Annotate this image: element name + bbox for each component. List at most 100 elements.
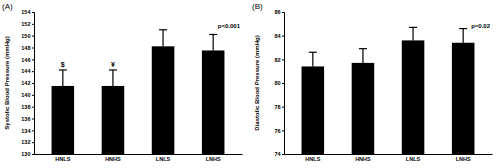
y-axis-title: Systolic Blood Pressure (mmHg)	[4, 36, 10, 129]
y-axis-line	[282, 13, 285, 155]
y-tick-mark	[32, 59, 34, 60]
error-bar-cap	[59, 69, 67, 70]
y-tick-label: 74	[274, 151, 281, 157]
error-bar-cap	[209, 34, 217, 35]
x-tick-label: LNLS	[156, 156, 171, 162]
y-tick-mark	[32, 71, 34, 72]
x-tick: LNHS	[206, 156, 221, 162]
y-tick-label: 152	[21, 21, 30, 27]
y-tick-label: 154	[21, 9, 31, 15]
p-value: p=0.02	[471, 23, 491, 29]
y-tick: 84	[274, 33, 284, 39]
y-tick: 150	[21, 33, 34, 39]
y-tick-label: 84	[274, 33, 281, 39]
plot-area	[52, 30, 225, 154]
error-bar	[109, 70, 117, 86]
y-tick-label: 76	[274, 128, 280, 134]
bar	[152, 46, 175, 154]
y-tick: 146	[21, 57, 34, 63]
x-axis-line	[285, 154, 493, 155]
bar	[352, 63, 375, 154]
y-tick-label: 146	[21, 57, 30, 63]
error-bar-stem	[412, 27, 413, 40]
y-tick: 74	[274, 151, 284, 157]
y-tick: 82	[274, 57, 284, 63]
y-tick-mark	[282, 107, 284, 108]
y-tick: 130	[21, 151, 34, 157]
y-tick-mark	[282, 36, 284, 37]
y-tick: 154	[21, 9, 34, 15]
bar	[202, 50, 225, 154]
y-tick-label: 132	[21, 139, 30, 145]
y-tick-label: 140	[21, 92, 30, 98]
y-tick-mark	[32, 36, 34, 37]
y-axis-line	[32, 13, 35, 155]
x-tick: HNHS	[355, 156, 371, 162]
panel: (A)1301321341361381401421441461481501521…	[2, 2, 243, 162]
y-tick-mark	[282, 154, 284, 155]
y-axis: 74 76 78 80 82 84 86	[274, 9, 284, 157]
x-tick: LNLS	[156, 156, 171, 162]
y-tick: 78	[274, 104, 284, 110]
y-tick-mark	[32, 24, 34, 25]
bar	[452, 43, 475, 154]
y-tick-mark	[32, 48, 34, 49]
y-tick: 86	[274, 9, 284, 15]
bar	[52, 86, 75, 154]
error-bar-stem	[213, 34, 214, 50]
y-tick: 136	[21, 116, 34, 122]
y-tick-label: 134	[21, 128, 31, 134]
x-tick-label: HNLS	[55, 156, 70, 162]
y-tick: 148	[21, 45, 34, 51]
y-tick: 140	[21, 92, 34, 98]
error-bar-cap	[359, 48, 367, 49]
y-tick-mark	[32, 119, 34, 120]
y-tick-label: 142	[21, 80, 30, 86]
y-tick: 138	[21, 104, 34, 110]
y-tick-mark	[32, 130, 34, 131]
error-bar	[209, 34, 217, 50]
y-tick: 132	[21, 139, 34, 145]
x-tick: HNLS	[305, 156, 320, 162]
plot-area	[302, 27, 475, 154]
error-bar	[59, 70, 67, 86]
error-bar-cap	[309, 52, 317, 53]
y-tick: 144	[21, 68, 34, 74]
y-tick-label: 150	[21, 33, 30, 39]
y-tick-label: 130	[21, 151, 30, 157]
error-bar	[409, 27, 417, 40]
y-tick-label: 144	[21, 68, 31, 74]
x-axis: HNLS HNHS LNLS LNHS	[285, 155, 493, 162]
x-tick-label: HNLS	[305, 156, 320, 162]
error-bar-cap	[459, 28, 467, 29]
y-tick-mark	[282, 130, 284, 131]
y-axis: 130 132 134 136 138 140 142 144 146 148 150 152 154	[21, 9, 34, 157]
x-tick-label: LNLS	[406, 156, 421, 162]
error-bar	[159, 30, 167, 47]
y-tick-mark	[32, 95, 34, 96]
x-tick-label: LNHS	[456, 156, 471, 162]
y-tick-mark	[282, 83, 284, 84]
y-tick-label: 148	[21, 45, 30, 51]
x-axis-line	[35, 154, 243, 155]
x-tick-label: HNHS	[355, 156, 371, 162]
bar	[402, 40, 425, 154]
y-tick-mark	[32, 12, 34, 13]
y-tick-label: 80	[274, 80, 280, 86]
y-tick-mark	[32, 107, 34, 108]
y-tick: 142	[21, 80, 34, 86]
y-tick-label: 78	[274, 104, 280, 110]
panel-label: (A)	[2, 2, 13, 11]
y-tick-mark	[282, 12, 284, 13]
x-tick: LNLS	[406, 156, 421, 162]
panel-label: (B)	[252, 2, 263, 11]
y-tick-mark	[282, 59, 284, 60]
y-tick: 134	[21, 128, 34, 134]
error-bar-cap	[409, 27, 417, 28]
error-bar-stem	[112, 70, 113, 86]
error-bar	[459, 29, 467, 43]
significance-mark: $	[61, 61, 65, 69]
error-bar-cap	[159, 29, 167, 30]
x-tick: HNLS	[55, 156, 70, 162]
figure: (A)1301321341361381401421441461481501521…	[0, 0, 500, 168]
